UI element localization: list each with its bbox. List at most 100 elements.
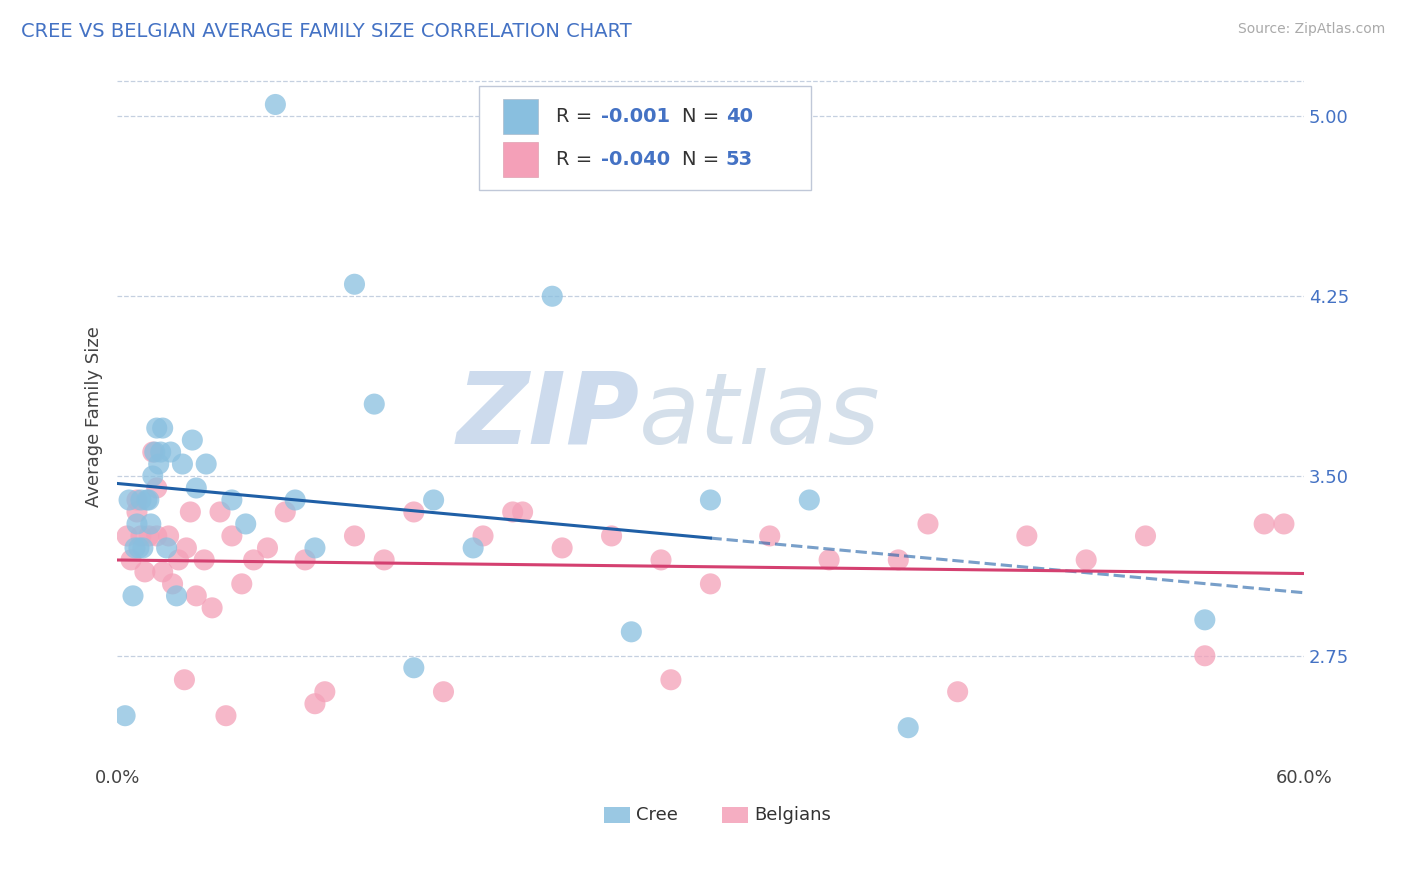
Text: N =: N = [682, 107, 725, 126]
Point [235, 516, 257, 531]
Text: -0.040: -0.040 [602, 150, 671, 169]
Point [125, 493, 148, 508]
Point [135, 493, 157, 508]
Point [659, 673, 682, 687]
Point [551, 541, 574, 555]
Point [221, 529, 243, 543]
Point [897, 721, 920, 735]
Point [363, 397, 385, 411]
Text: ZIP: ZIP [457, 368, 640, 465]
Point [231, 577, 253, 591]
Point [422, 493, 444, 508]
Point [699, 577, 721, 591]
Point [152, 565, 174, 579]
Text: atlas: atlas [640, 368, 882, 465]
Point [917, 516, 939, 531]
Point [1194, 613, 1216, 627]
Point [142, 469, 165, 483]
Bar [603, 807, 630, 822]
Text: -0.001: -0.001 [602, 107, 671, 126]
Point [157, 529, 180, 543]
Point [1194, 648, 1216, 663]
Point [1015, 529, 1038, 543]
Bar [503, 142, 538, 177]
Point [172, 457, 194, 471]
Point [1253, 516, 1275, 531]
Point [208, 505, 231, 519]
Point [125, 505, 148, 519]
Point [186, 481, 208, 495]
Point [179, 505, 201, 519]
Point [463, 541, 485, 555]
Point [162, 577, 184, 591]
Point [118, 493, 141, 508]
Point [186, 589, 208, 603]
Point [221, 493, 243, 508]
Point [600, 529, 623, 543]
Point [650, 553, 672, 567]
Point [132, 541, 155, 555]
Point [138, 493, 160, 508]
Point [138, 529, 160, 543]
Point [1076, 553, 1098, 567]
Point [274, 505, 297, 519]
Point [152, 421, 174, 435]
Point [304, 697, 326, 711]
Point [128, 541, 150, 555]
Point [242, 553, 264, 567]
Point [149, 445, 172, 459]
Point [699, 493, 721, 508]
Point [1272, 516, 1295, 531]
Point [201, 600, 224, 615]
Point [159, 445, 181, 459]
Text: CREE VS BELGIAN AVERAGE FAMILY SIZE CORRELATION CHART: CREE VS BELGIAN AVERAGE FAMILY SIZE CORR… [21, 22, 631, 41]
Point [215, 708, 238, 723]
Point [541, 289, 564, 303]
Point [148, 457, 170, 471]
Y-axis label: Average Family Size: Average Family Size [86, 326, 103, 507]
Point [512, 505, 534, 519]
Point [143, 445, 166, 459]
Point [156, 541, 179, 555]
Point [145, 421, 167, 435]
Point [120, 553, 142, 567]
Bar [503, 99, 538, 134]
Bar [723, 807, 748, 822]
Point [294, 553, 316, 567]
Point [145, 481, 167, 495]
Point [343, 277, 366, 292]
Point [134, 565, 156, 579]
Point [402, 505, 425, 519]
Point [887, 553, 910, 567]
Point [124, 541, 146, 555]
Point [139, 516, 162, 531]
Point [402, 661, 425, 675]
Point [173, 673, 195, 687]
Point [195, 457, 218, 471]
Point [314, 684, 336, 698]
Text: Source: ZipAtlas.com: Source: ZipAtlas.com [1237, 22, 1385, 37]
Text: 53: 53 [725, 150, 754, 169]
Point [166, 589, 188, 603]
FancyBboxPatch shape [479, 86, 811, 190]
Point [284, 493, 307, 508]
Point [818, 553, 841, 567]
Point [373, 553, 395, 567]
Text: Cree: Cree [636, 806, 678, 824]
Point [1135, 529, 1157, 543]
Point [799, 493, 821, 508]
Text: R =: R = [557, 150, 599, 169]
Point [264, 97, 287, 112]
Point [129, 529, 152, 543]
Point [758, 529, 780, 543]
Text: Belgians: Belgians [755, 806, 831, 824]
Point [167, 553, 190, 567]
Point [114, 708, 136, 723]
Point [946, 684, 969, 698]
Point [181, 433, 204, 447]
Point [176, 541, 198, 555]
Point [304, 541, 326, 555]
Point [129, 493, 152, 508]
Point [142, 445, 165, 459]
Text: R =: R = [557, 107, 599, 126]
